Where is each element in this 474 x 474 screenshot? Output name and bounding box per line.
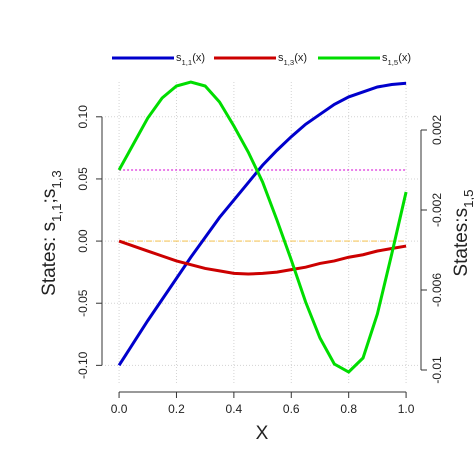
x-tick-label: 0.6 xyxy=(283,402,300,416)
y-tick-label: 0.10 xyxy=(76,105,90,129)
y2-tick-label: 0.002 xyxy=(430,115,444,145)
y-tick-label: 0.05 xyxy=(76,167,90,191)
y2-tick-label: -0.01 xyxy=(430,356,444,384)
legend-label: s1,5(x) xyxy=(382,52,411,67)
x-tick-label: 0.0 xyxy=(111,402,128,416)
x-tick-label: 1.0 xyxy=(398,402,415,416)
series-line xyxy=(117,80,408,374)
series-line xyxy=(118,239,407,276)
y-axis-label: States: s1,1;s1,3 xyxy=(39,170,64,296)
y-tick-label: -0.05 xyxy=(76,289,90,317)
y-tick-label: 0.00 xyxy=(76,229,90,253)
x-axis-label: X xyxy=(256,423,269,444)
series-line xyxy=(117,81,407,367)
x-tick-label: 0.2 xyxy=(168,402,185,416)
y2-tick-label: -0.002 xyxy=(430,193,444,227)
y2-axis-label: States:s1,5 xyxy=(451,189,474,276)
x-tick-label: 0.8 xyxy=(340,402,357,416)
x-tick-label: 0.4 xyxy=(226,402,243,416)
legend-label: s1,3(x) xyxy=(278,52,307,67)
y2-tick-label: -0.006 xyxy=(430,273,444,307)
y-tick-label: -0.10 xyxy=(76,351,90,379)
legend-label: s1,1(x) xyxy=(176,52,205,67)
